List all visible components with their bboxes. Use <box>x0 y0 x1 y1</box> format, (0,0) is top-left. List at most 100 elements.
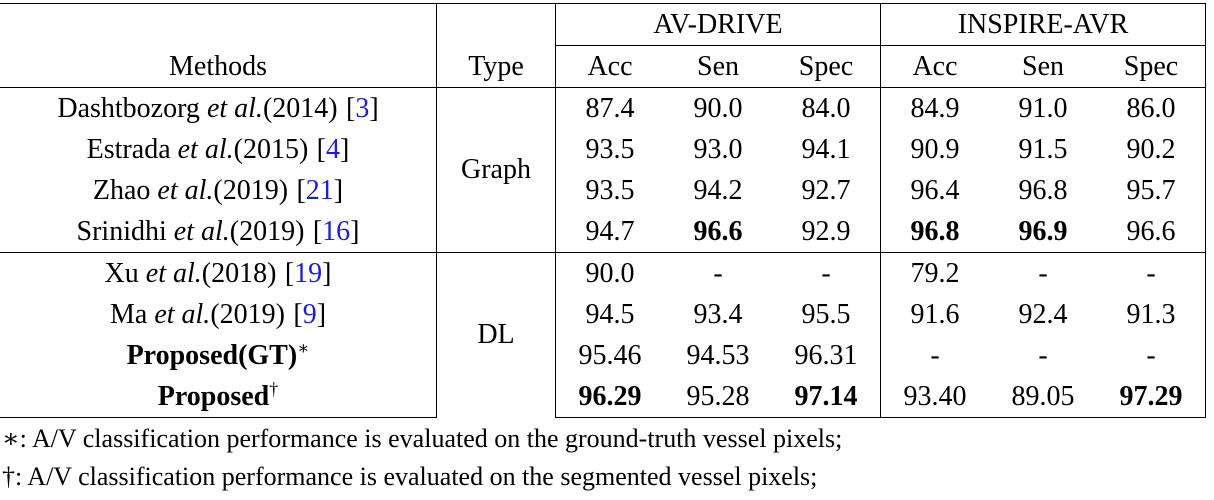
value-cell: 94.1 <box>772 129 881 170</box>
value-cell: 95.7 <box>1097 170 1206 211</box>
value-cell: 86.0 <box>1097 87 1206 129</box>
cite-bracket: [ <box>345 92 356 124</box>
footnote: ∗: A/V classification performance is eva… <box>2 424 843 453</box>
metric-header: Sen <box>664 45 772 88</box>
year: (2014) <box>262 92 338 124</box>
value-cell: 95.5 <box>772 294 881 335</box>
metric-row: Acc Sen Spec Acc Sen Spec <box>0 45 1206 88</box>
method-cell: Proposed(GT)∗ <box>0 335 437 376</box>
cite-bracket: [ <box>316 133 326 165</box>
et-al: et al. <box>154 298 211 330</box>
footnote: †: A/V classification performance is eva… <box>2 462 818 491</box>
citation: 3 <box>355 92 370 124</box>
method-cell: Estrada et al.(2015) [4] <box>0 129 437 170</box>
data-row: Proposed† 96.29 95.28 97.14 93.40 89.05 97.29 <box>0 376 1206 418</box>
value-cell: - <box>989 252 1097 294</box>
citation: 4 <box>326 133 340 165</box>
cite-bracket: ] <box>316 298 327 330</box>
value-cell: 95.28 <box>664 376 772 418</box>
value-cell: 90.0 <box>664 87 772 129</box>
type-cell: DL <box>436 252 556 418</box>
value-cell: 90.2 <box>1097 129 1206 170</box>
value-bold: 96.6 <box>693 215 743 247</box>
value-cell: 94.5 <box>585 298 635 330</box>
data-row: Dashtbozorg et al.(2014) [3] Graph 87.4 90.0 8… <box>0 87 1206 253</box>
value-cell: 91.6 <box>910 298 960 330</box>
cite-bracket: ] <box>369 92 379 124</box>
value-cell: 97.14 <box>772 376 881 418</box>
value-cell: 92.4 <box>1018 298 1068 330</box>
footnote-mark: † <box>269 378 279 399</box>
value-cell: - <box>1097 335 1206 376</box>
data-row: Xu et al.(2018) [19] DL 90.0- -79.2- - <box>0 252 1206 418</box>
value-cell: 94.7 <box>585 215 635 247</box>
dataset-header: AV-DRIVE <box>555 3 881 46</box>
header-cell: Methods <box>0 3 437 88</box>
et-al: et al. <box>206 92 263 124</box>
value-cell: 96.4 <box>910 174 960 206</box>
value-bold: 96.9 <box>1018 215 1068 247</box>
footnote-mark: ∗ <box>297 337 310 358</box>
value-cell: 93.4 <box>693 298 743 330</box>
author: Xu <box>104 257 139 289</box>
author: Dashtbozorg <box>57 92 200 124</box>
value-cell: 89.05 <box>989 376 1097 418</box>
method-cell: Proposed† <box>0 376 437 418</box>
author: Zhao <box>92 174 151 206</box>
metric-header: Sen <box>989 45 1097 88</box>
author: Srinidhi <box>76 215 167 247</box>
citation: 19 <box>294 257 323 289</box>
year: (2019) <box>210 298 285 330</box>
value-cell: 96.6 <box>664 211 772 253</box>
value-cell: 95.46 <box>578 339 642 371</box>
method-name: Proposed <box>157 380 270 412</box>
value-cell: 93.40 <box>880 376 989 418</box>
cite-bracket: ] <box>333 174 344 206</box>
cite-bracket: ] <box>350 215 360 247</box>
cite-bracket: [ <box>293 298 303 330</box>
value-cell: 97.29 <box>1097 376 1206 418</box>
value-cell: 92.9 <box>772 211 881 253</box>
method-cell: Zhao et al.(2019) [21] <box>0 170 437 211</box>
dataset-header: INSPIRE-AVR <box>880 3 1206 46</box>
value-cell: - <box>1038 339 1048 371</box>
year: (2019) <box>213 174 289 206</box>
metric-header: Spec <box>1097 45 1206 88</box>
value-cell: 96.8 <box>881 211 990 253</box>
value-cell: 92.7 <box>772 170 881 211</box>
value-cell: 91.5 <box>1018 133 1068 165</box>
method-name: Proposed(GT) <box>126 339 298 371</box>
cite-bracket: ] <box>322 257 332 289</box>
data-row: Srinidhi et al.(2019) [16] 94.7 96.6 92.9 96.8… <box>0 211 1206 253</box>
data-row: Ma et al.(2019) [9] 94.5 93.4 95.5 91.6 92.4 91.… <box>0 294 1206 335</box>
value-cell: - <box>664 252 772 294</box>
data-row: Estrada et al.(2015) [4] 93.5 93.0 94.1 90.9 91… <box>0 129 1206 170</box>
data-row: Proposed(GT)∗ 95.46 94.53 96.31 - - - <box>0 335 1206 376</box>
value-cell: 96.29 <box>555 376 664 418</box>
value-cell: 90.0 <box>555 252 664 294</box>
et-al: et al. <box>145 257 202 289</box>
method-cell: Dashtbozorg et al.(2014) [3] <box>0 87 437 129</box>
value-bold: 96.8 <box>910 215 960 247</box>
value-cell: 96.9 <box>989 211 1097 253</box>
value-cell: - <box>772 252 881 294</box>
value-cell: 91.3 <box>1097 294 1206 335</box>
data-row: Zhao et al.(2019) [21] 93.5 94.2 92.7 96.4 96.8… <box>0 170 1206 211</box>
metric-header: Acc <box>880 45 989 88</box>
cite-bracket: [ <box>296 174 306 206</box>
header-row: Methods Type AV-DRIVE INSPIRE-AVR <box>0 3 1206 88</box>
et-al: et al. <box>173 215 230 247</box>
year: (2015) <box>233 133 309 165</box>
method-cell: Srinidhi et al.(2019) [16] <box>0 211 437 253</box>
value-cell: 96.8 <box>1018 174 1068 206</box>
value-cell: 84.0 <box>772 87 881 129</box>
method-cell: Ma et al.(2019) [9] <box>0 294 437 335</box>
author: Ma <box>109 298 148 330</box>
value-cell: 90.9 <box>910 133 960 165</box>
value-bold: 97.14 <box>794 380 858 412</box>
value-bold: 97.29 <box>1119 380 1183 412</box>
header-cell: Type <box>436 3 556 88</box>
citation: 9 <box>302 298 317 330</box>
value-cell: 93.5 <box>585 133 635 165</box>
